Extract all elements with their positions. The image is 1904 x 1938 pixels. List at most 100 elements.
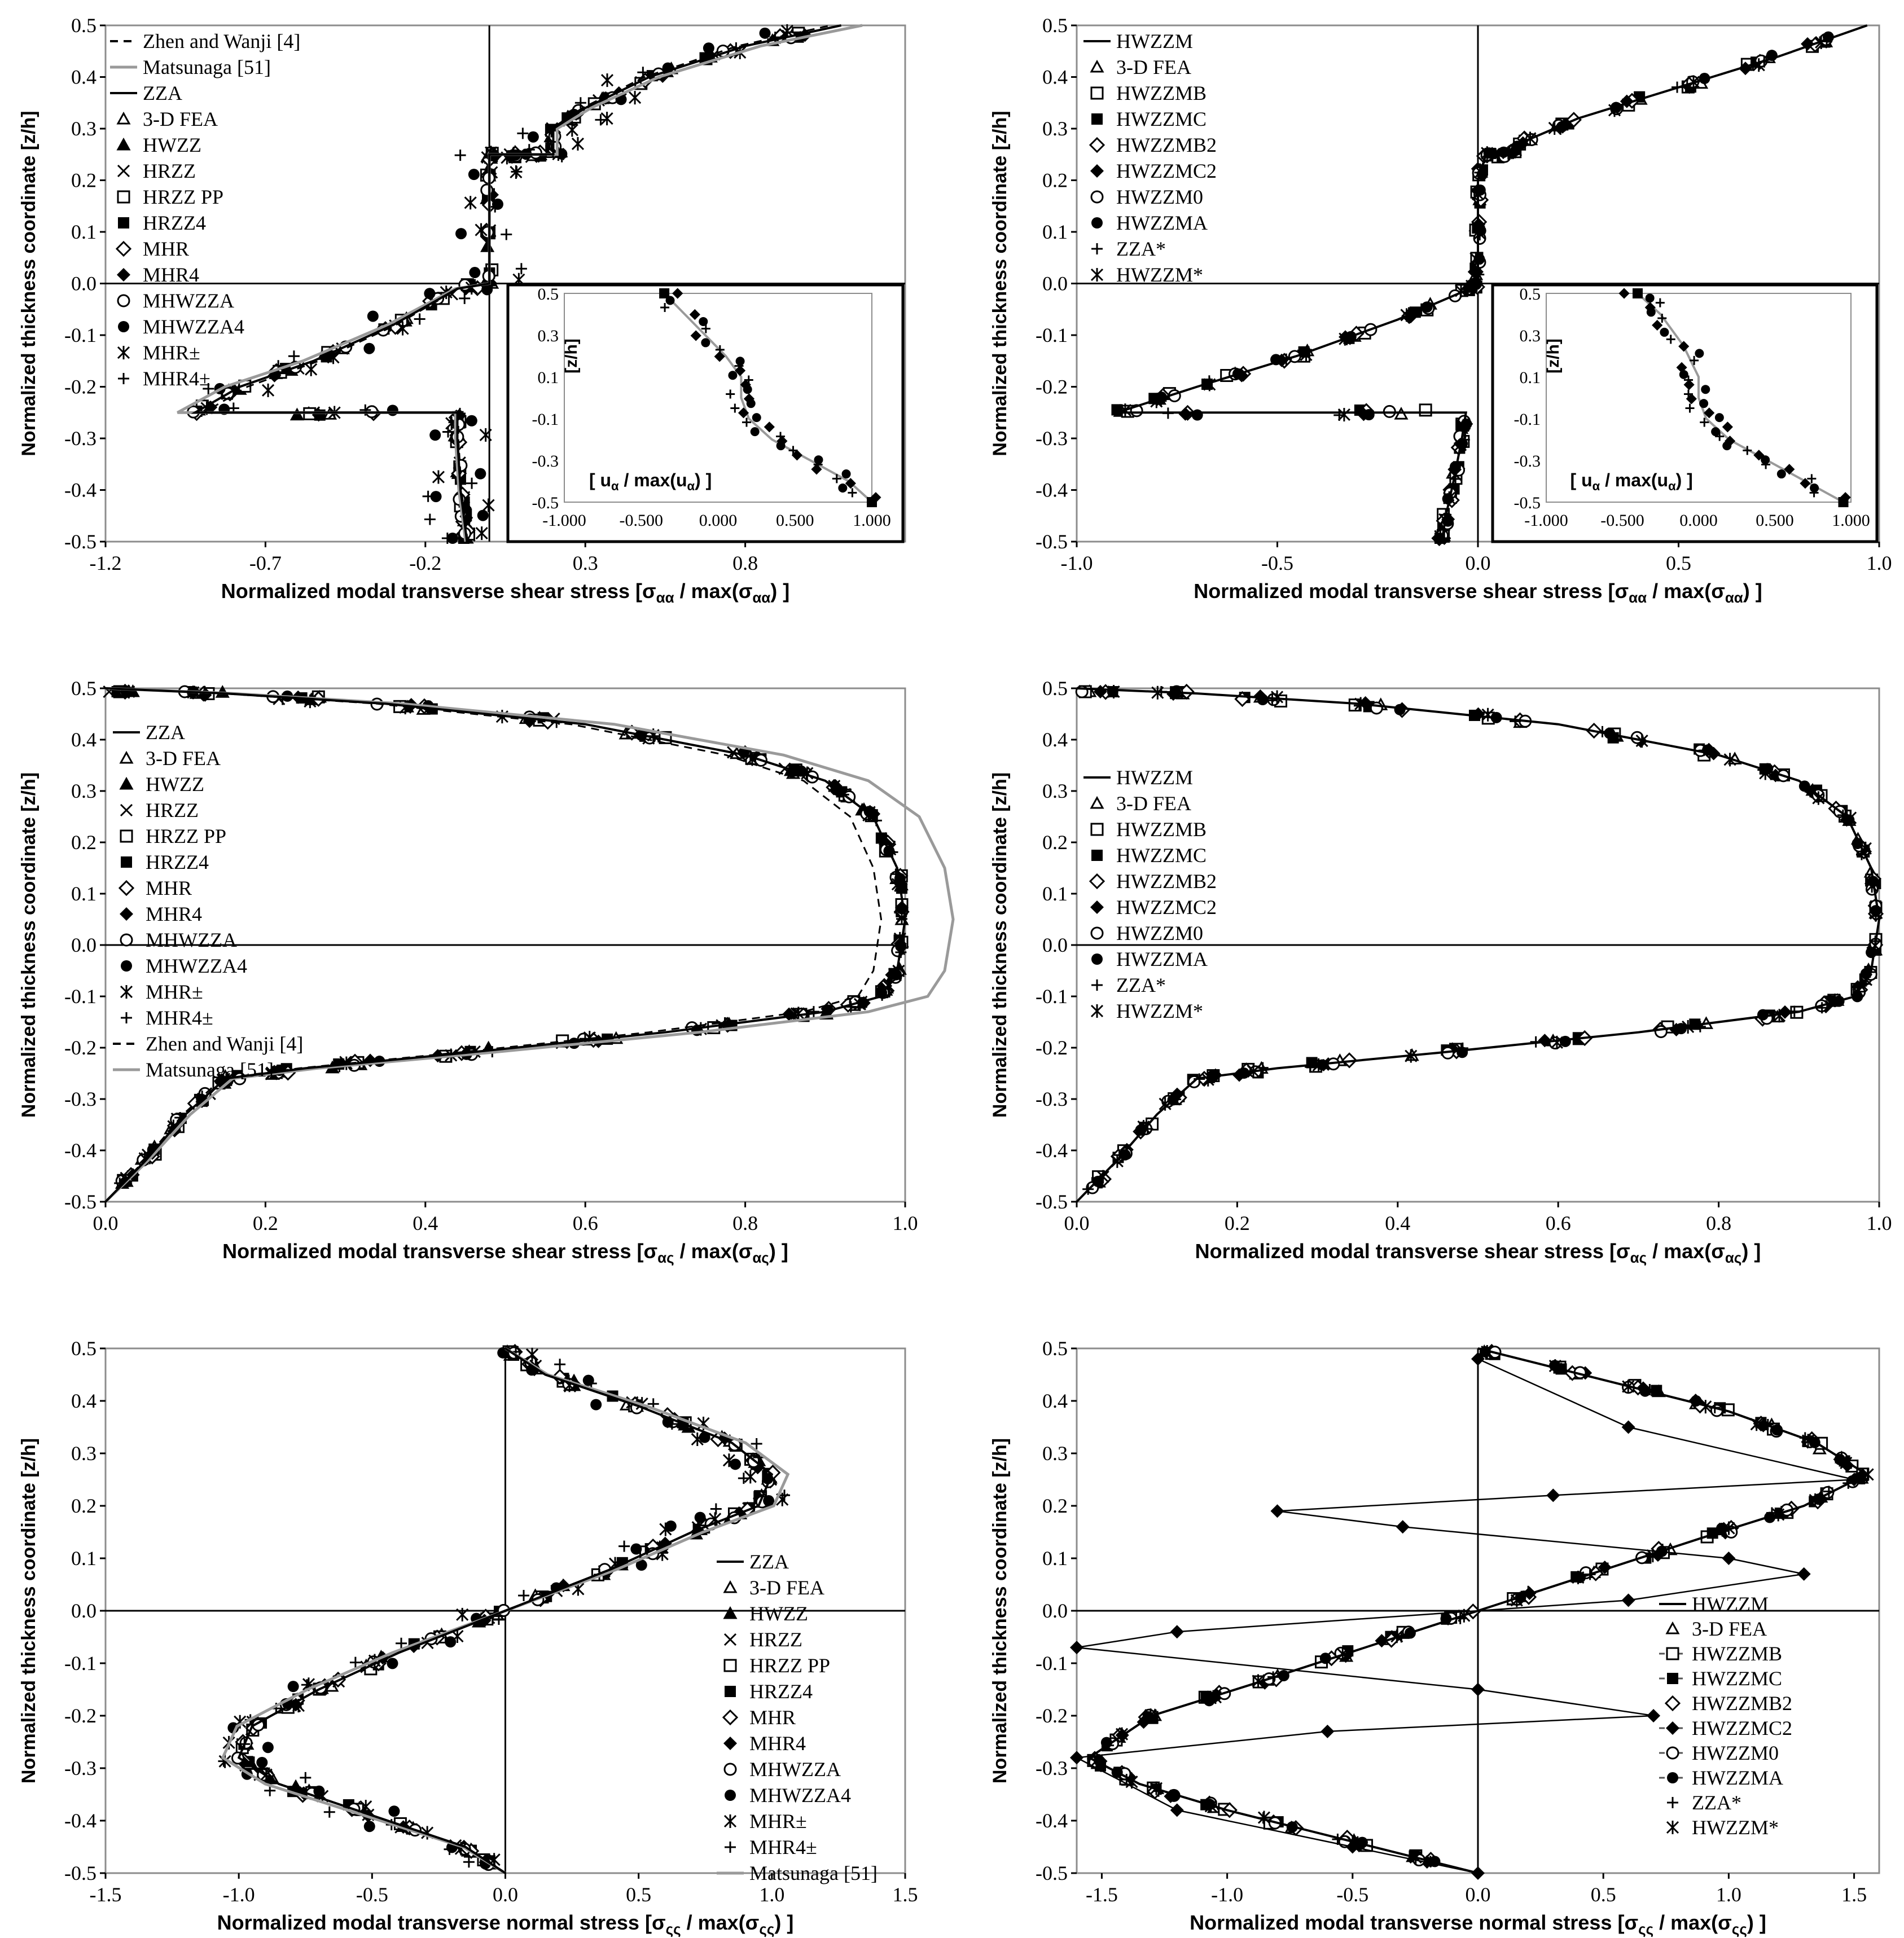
legend-swatch [120, 803, 133, 817]
legend-swatch [1666, 1721, 1679, 1735]
series-line-zigzag [1074, 1358, 1854, 1874]
inset-data-point [1652, 319, 1663, 331]
data-point [600, 73, 614, 87]
inset-curve [663, 292, 873, 503]
data-point [349, 1656, 361, 1668]
legend-label: 3-D FEA [146, 747, 221, 770]
inset-x-tick-label: 1.000 [1832, 511, 1870, 530]
data-point [1257, 694, 1269, 706]
inset-y-axis-label: [z/h] [1544, 339, 1563, 373]
inset-data-point [1633, 288, 1643, 298]
data-point [203, 383, 214, 394]
legend-swatch [117, 164, 130, 178]
inset-data-point [814, 455, 823, 465]
inset-data-point [848, 488, 857, 498]
data-point [459, 292, 471, 304]
legend-label: ZZA [749, 1550, 789, 1573]
data-point [429, 429, 441, 441]
data-point [489, 201, 501, 213]
legend-label: MHWZZA [143, 289, 234, 312]
inset-y-tick-label: -0.5 [1514, 494, 1541, 512]
inset-data-point [838, 484, 848, 493]
inset-x-tick-label: 0.000 [1679, 511, 1718, 530]
inset-data-point [1784, 464, 1795, 475]
legend-swatch [723, 1606, 738, 1619]
data-point [492, 198, 503, 210]
zigzag-point [1170, 1803, 1184, 1817]
y-tick-label: -0.1 [1036, 1652, 1068, 1675]
inset-data-point [1660, 327, 1669, 337]
data-point [363, 342, 375, 354]
legend: Zhen and Wanji [4] Matsunaga [51] ZZA 3-D F… [110, 30, 300, 390]
data-point [477, 509, 489, 521]
data-point [323, 1806, 335, 1818]
data-point [396, 322, 409, 336]
legend-swatch [1090, 900, 1104, 914]
data-point [1773, 1009, 1786, 1023]
data-point [464, 196, 477, 210]
data-point [1469, 252, 1482, 266]
y-tick-label: 0.3 [1042, 780, 1068, 802]
y-tick-label: -0.3 [64, 427, 96, 450]
legend-label: MHR [749, 1706, 796, 1729]
inset-data-point [738, 407, 749, 419]
x-axis-label: Normalized modal transverse shear stress… [222, 1240, 788, 1266]
y-tick-label: 0.0 [1042, 934, 1068, 956]
inset-y-tick-label: 0.5 [1520, 285, 1541, 304]
zigzag-point [1647, 1709, 1661, 1722]
data-point [387, 405, 398, 416]
legend-label: HWZZMB2 [1116, 870, 1217, 893]
inset-data-point [1711, 427, 1721, 437]
legend-label: 3-D FEA [749, 1576, 824, 1599]
legend-swatch [121, 960, 132, 972]
chart-panel-p2: 0.50.40.30.20.10.0-0.1-0.2-0.3-0.4-0.5-1… [989, 14, 1892, 606]
series-line-main [1076, 687, 1881, 1203]
legend-swatch [1090, 86, 1104, 100]
inset-plot-frame [1546, 293, 1852, 503]
legend-swatch [723, 1633, 737, 1646]
legend: HWZZM 3-D FEA HWZZMB HWZZMC HWZZMB2 HWZZMC2 HW… [1083, 766, 1217, 1022]
legend-swatch [722, 1709, 739, 1726]
data-point [262, 1742, 274, 1754]
data-point [1812, 791, 1825, 805]
series-line-dashed [104, 687, 883, 1203]
zigzag-point [1722, 1552, 1736, 1565]
data-point [511, 166, 523, 178]
x-tick-label: -0.2 [409, 552, 441, 574]
data-point [738, 1473, 749, 1484]
y-tick-label: -0.1 [64, 324, 96, 346]
x-tick-label: 0.0 [1466, 1883, 1491, 1906]
data-point [300, 1772, 312, 1783]
legend-label: 3-D FEA [143, 108, 218, 130]
legend-label: MHWZZA4 [146, 955, 247, 977]
legend-label: HWZZMB [1692, 1642, 1782, 1665]
inset-x-axis-label: [ uα / max(uα) ] [589, 470, 712, 493]
data-point [525, 1347, 539, 1361]
x-tick-label: 0.0 [1466, 552, 1491, 574]
x-tick-label: 0.8 [732, 552, 758, 574]
data-point [635, 1559, 647, 1571]
y-tick-label: 0.1 [1042, 882, 1068, 905]
legend-label: ZZA* [1116, 974, 1166, 996]
y-tick-label: 0.2 [1042, 169, 1068, 192]
data-point [1816, 1002, 1828, 1014]
legend-label: MHWZZA [146, 929, 237, 951]
chart-panel-p6: 0.5 0.4 0.3 0.2 0.1 0.0 -0.1 -0.2 -0.3 -0.4 -0.5 -1… [989, 1337, 1880, 1937]
data-point [455, 228, 467, 240]
inset-y-tick-label: -0.1 [1514, 410, 1541, 429]
y-tick-label: -0.5 [1036, 1190, 1068, 1213]
x-tick-label: 0.3 [573, 552, 598, 574]
inset-data-point [1678, 341, 1690, 352]
legend-swatch [115, 240, 132, 257]
x-axis-label: Normalized modal transverse shear stress… [221, 579, 790, 606]
legend-swatch [725, 1790, 736, 1801]
data-point [481, 284, 493, 296]
y-axis-label: Normalized thickness coordinate [z/h] [18, 772, 40, 1118]
inset-data-point [1646, 307, 1656, 317]
series-line-main [1116, 24, 1868, 542]
data-point [1191, 409, 1203, 421]
inset-data-point [1704, 407, 1715, 419]
x-tick-label: -0.5 [1336, 1883, 1368, 1906]
x-tick-label: -1.5 [90, 1883, 122, 1906]
inset-data-point [1700, 418, 1709, 427]
